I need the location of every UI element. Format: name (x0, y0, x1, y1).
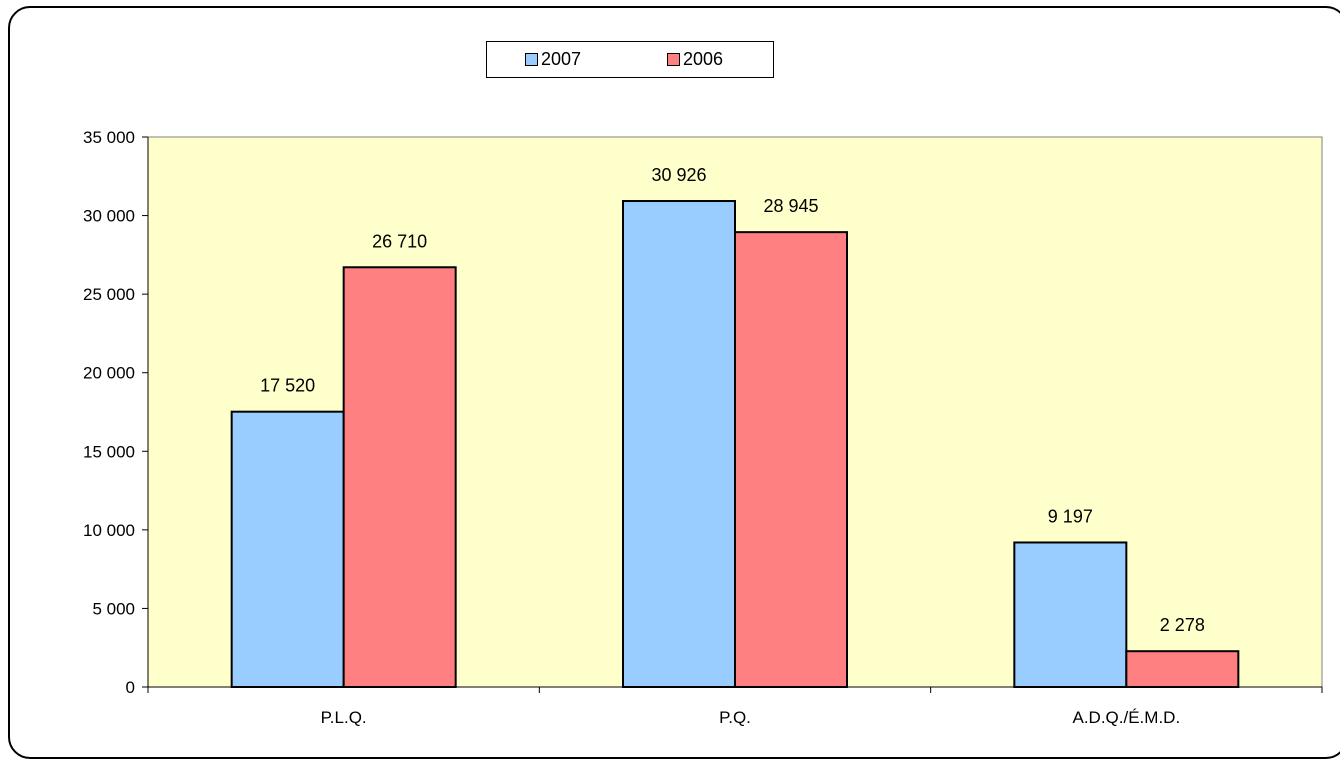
legend-label-2007: 2007 (541, 49, 582, 69)
legend-item-2007: 2007 (525, 42, 581, 77)
y-tick-label: 25 000 (83, 285, 135, 304)
x-tick-label: P.Q. (719, 708, 751, 727)
bar (1125, 650, 1240, 689)
legend-swatch-2007 (525, 53, 538, 66)
y-tick-label: 10 000 (83, 521, 135, 540)
legend-swatch-2006 (667, 53, 680, 66)
data-label: 17 520 (260, 376, 315, 396)
data-label: 2 278 (1160, 615, 1205, 635)
data-label: 28 945 (763, 196, 818, 216)
data-label: 30 926 (651, 165, 706, 185)
data-label: 26 710 (372, 231, 427, 251)
legend: 2007 2006 (486, 41, 774, 78)
y-tick-label: 5 000 (92, 599, 135, 618)
bar (622, 200, 736, 689)
x-tick-label: A.D.Q./É.M.D. (1072, 708, 1180, 727)
bar (342, 266, 457, 688)
y-tick-label: 20 000 (83, 364, 135, 383)
legend-item-2006: 2006 (667, 42, 723, 77)
data-label: 9 197 (1048, 506, 1093, 526)
y-tick-label: 35 000 (83, 128, 135, 147)
y-tick-label: 30 000 (83, 207, 135, 226)
y-tick-label: 0 (126, 678, 135, 697)
y-tick-label: 15 000 (83, 442, 135, 461)
legend-label-2006: 2006 (683, 49, 724, 69)
bar (230, 410, 345, 688)
x-tick-label: P.L.Q. (321, 708, 367, 727)
bar (1013, 541, 1128, 688)
bar (734, 231, 848, 688)
